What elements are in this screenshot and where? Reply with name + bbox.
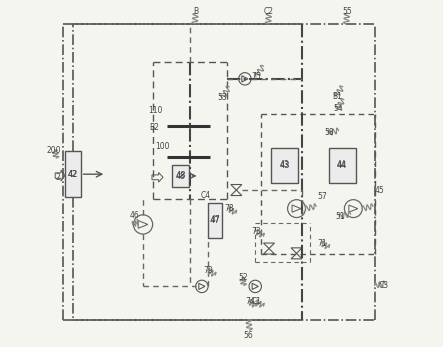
Text: 100: 100 (155, 142, 170, 151)
Text: 45: 45 (374, 186, 384, 195)
Text: B1: B1 (332, 92, 342, 101)
Text: 110: 110 (148, 106, 163, 115)
Text: 57: 57 (317, 192, 327, 201)
Text: 200: 200 (46, 146, 61, 155)
FancyBboxPatch shape (208, 203, 222, 238)
Text: 44: 44 (337, 161, 348, 170)
FancyBboxPatch shape (171, 165, 190, 187)
Text: 78: 78 (224, 204, 234, 213)
Text: 48: 48 (176, 172, 186, 181)
Text: C3: C3 (378, 281, 389, 290)
FancyBboxPatch shape (329, 148, 356, 183)
Text: 42: 42 (67, 170, 78, 179)
Text: 71: 71 (317, 238, 327, 247)
Text: 51: 51 (335, 212, 345, 221)
Text: 47: 47 (210, 215, 220, 225)
Text: 75: 75 (252, 72, 261, 81)
Text: 55: 55 (342, 7, 352, 16)
Text: 58: 58 (324, 128, 334, 137)
Text: C4: C4 (201, 192, 211, 200)
Text: B: B (193, 7, 198, 16)
Text: 52: 52 (238, 273, 248, 282)
Text: 42: 42 (68, 170, 78, 179)
FancyBboxPatch shape (272, 148, 298, 183)
FancyBboxPatch shape (65, 152, 81, 197)
Text: 46: 46 (130, 211, 140, 220)
Text: C1: C1 (252, 297, 262, 306)
Text: 54: 54 (333, 104, 343, 113)
Text: C2: C2 (264, 7, 274, 16)
Text: 56: 56 (244, 331, 253, 340)
Text: 74: 74 (245, 297, 255, 306)
Text: 43: 43 (280, 161, 290, 170)
Text: B2: B2 (149, 122, 159, 132)
Text: 2: 2 (55, 174, 60, 183)
Text: 73: 73 (252, 227, 261, 236)
Text: 53: 53 (218, 93, 227, 102)
Text: 43: 43 (280, 160, 289, 169)
Text: 44: 44 (336, 160, 346, 169)
Text: 79: 79 (203, 266, 213, 275)
Text: 47: 47 (210, 216, 221, 225)
Text: 48: 48 (175, 171, 186, 180)
